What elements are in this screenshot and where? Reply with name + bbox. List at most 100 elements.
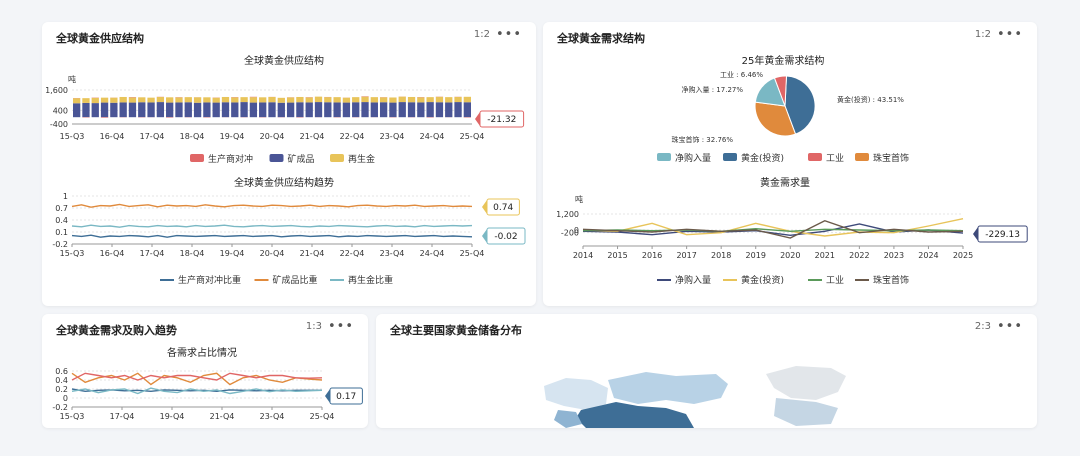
series-line <box>71 387 323 395</box>
x-tick-label: 25-Q4 <box>460 249 485 258</box>
bar-mine <box>91 103 99 118</box>
trend-callout-box <box>329 387 363 405</box>
bar-mine <box>352 102 360 118</box>
bar-mine <box>110 102 118 118</box>
x-tick-label: 2016 <box>642 251 662 260</box>
pie-slice <box>754 101 797 137</box>
bar-mine <box>324 102 332 118</box>
y-tick-label: 0.1 <box>55 228 68 237</box>
bar-recycled <box>370 97 378 103</box>
y-tick-label: 1,600 <box>45 86 68 95</box>
y-tick-label: 400 <box>53 106 68 115</box>
bar-callout-box <box>479 110 525 128</box>
y-tick-label: 0.6 <box>55 367 68 376</box>
pie-legend-label: 黄金(投资) <box>741 152 784 164</box>
card-ratio: 1:2 <box>473 29 490 40</box>
x-tick-label: 21-Q4 <box>300 249 325 258</box>
x-tick-label: 2023 <box>884 251 904 260</box>
bar-mine <box>314 102 323 118</box>
x-tick-label: 2014 <box>573 251 593 260</box>
bar-recycled <box>221 96 230 103</box>
x-tick-label: 2017 <box>676 251 696 260</box>
bar-mine <box>259 102 267 118</box>
y-tick-label: 0.7 <box>55 204 68 213</box>
series-line <box>71 372 323 381</box>
more-icon[interactable]: ••• <box>327 318 354 334</box>
bar-mine <box>175 102 183 118</box>
bar-recycled <box>100 97 109 103</box>
bar-recycled <box>445 97 453 103</box>
bar-legend-swatch <box>190 154 204 162</box>
bar-callout-pointer <box>475 112 480 126</box>
demand-card: 全球黄金需求结构 1:2 ••• 25年黄金需求结构 黄金(投资) : 43.51… <box>543 22 1037 306</box>
bar-recycled <box>389 97 397 103</box>
series-line <box>71 234 473 238</box>
x-tick-label: 17-Q4 <box>140 249 165 258</box>
x-tick-label: 21-Q4 <box>300 132 325 141</box>
bar-mine <box>193 102 202 118</box>
x-tick-label: 15-Q3 <box>60 132 85 141</box>
reserve-card: 全球主要国家黄金储备分布 2:3 ••• <box>376 314 1037 428</box>
card-ratio: 1:2 <box>974 29 991 40</box>
bar-mine <box>73 103 81 118</box>
pie-label: 净购入量 : 17.27% <box>682 85 744 94</box>
bar-recycled <box>352 97 360 103</box>
bar-callout-label: -21.32 <box>487 115 516 125</box>
bar-mine <box>100 102 109 118</box>
bar-mine <box>240 102 248 118</box>
card-title: 全球黄金供应结构 <box>56 32 144 45</box>
x-tick-label: 20-Q4 <box>260 249 285 258</box>
world-map[interactable] <box>376 314 1037 428</box>
more-icon[interactable]: ••• <box>495 26 522 42</box>
bar-recycled <box>333 97 341 103</box>
bar-recycled <box>426 97 434 103</box>
trend-card: 全球黄金需求及购入趋势 1:3 ••• 各需求占比情况 0.6 0.4 0.2 0 -0.… <box>42 314 368 428</box>
map-region-north-america <box>766 366 846 400</box>
bar-recycled <box>249 97 258 103</box>
bar-recycled <box>138 97 146 103</box>
card-ratio: 1:3 <box>305 321 322 332</box>
x-tick-label: 2015 <box>607 251 627 260</box>
bar-mine <box>231 102 239 118</box>
bar-recycled <box>147 97 155 103</box>
bar-recycled <box>110 97 118 103</box>
bar-recycled <box>156 96 165 103</box>
bar-mine <box>128 102 137 118</box>
bar-recycled <box>342 97 351 103</box>
bar-recycled <box>231 97 239 103</box>
bar-mine <box>435 102 444 118</box>
x-tick-label: 2018 <box>711 251 731 260</box>
pie-legend-swatch <box>808 153 822 161</box>
demand-callout-box <box>977 225 1028 243</box>
x-tick-label: 21-Q4 <box>210 412 235 421</box>
chart-title: 25年黄金需求结构 <box>742 54 825 67</box>
bar-mine <box>463 102 471 118</box>
x-tick-label: 19-Q4 <box>220 132 245 141</box>
y-tick-label: 0.4 <box>55 216 68 225</box>
bar-mine <box>166 102 174 118</box>
map-region-central-asia <box>576 402 694 428</box>
bar-recycled <box>286 97 295 103</box>
bar-recycled <box>277 97 285 103</box>
line-legend-label: 生产商对冲比重 <box>178 274 241 286</box>
trend-callout-label: 0.17 <box>336 392 356 402</box>
bar-mine <box>342 102 351 118</box>
bar-mine <box>184 102 192 118</box>
more-icon[interactable]: ••• <box>996 318 1023 334</box>
bar-mine <box>119 102 127 118</box>
x-tick-label: 16-Q4 <box>100 249 125 258</box>
x-tick-label: 23-Q4 <box>380 249 405 258</box>
demand-legend-label: 净购入量 <box>675 274 711 286</box>
bar-recycled <box>305 97 313 103</box>
bar-recycled <box>175 97 183 103</box>
bar-recycled <box>379 97 388 103</box>
more-icon[interactable]: ••• <box>996 26 1023 42</box>
x-tick-label: 18-Q4 <box>180 249 205 258</box>
bar-mine <box>286 102 295 118</box>
bar-mine <box>203 102 211 118</box>
card-ratio: 2:3 <box>974 321 991 332</box>
line-legend-label: 矿成品比重 <box>273 274 318 286</box>
trend-chart: 各需求占比情况 0.60.40.20-0.215-Q3 17-Q4 19-Q4 21-Q… <box>52 346 363 421</box>
y-tick-label: 0.2 <box>55 385 68 394</box>
